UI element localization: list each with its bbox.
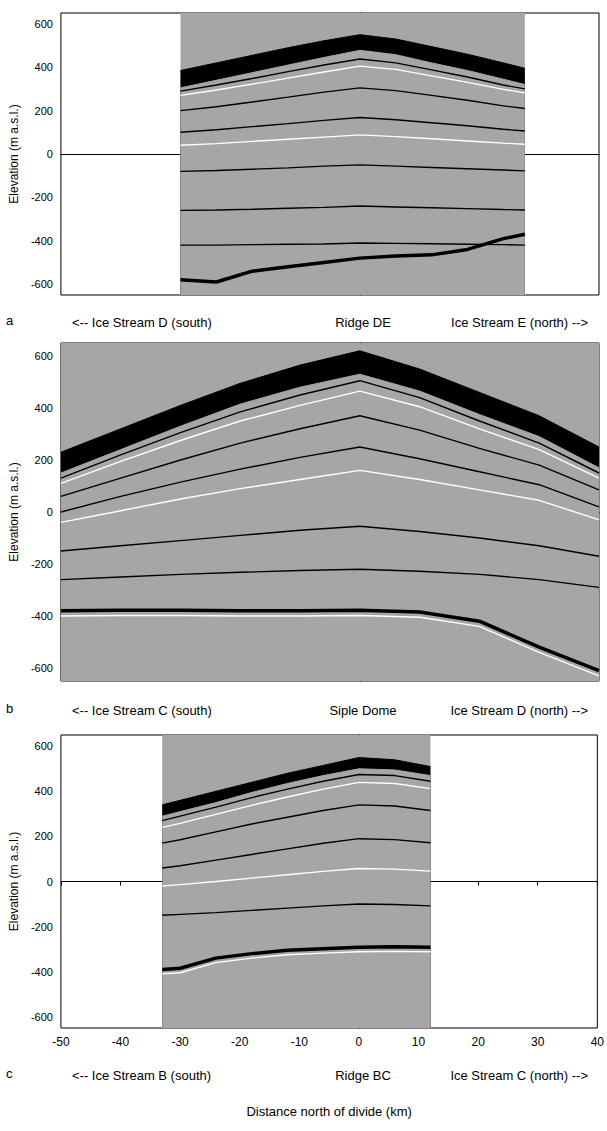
svg-text:400: 400 [35,785,53,797]
svg-text:-30: -30 [171,1035,189,1049]
svg-text:Distance north of divide (km): Distance north of divide (km) [246,1104,411,1119]
svg-text:-400: -400 [31,610,53,622]
svg-text:400: 400 [35,402,53,414]
svg-text:-200: -200 [31,191,53,203]
svg-text:200: 200 [35,105,53,117]
svg-text:<-- Ice Stream B (south): <-- Ice Stream B (south) [72,1068,211,1083]
svg-text:Ridge DE: Ridge DE [335,315,391,330]
svg-text:c: c [6,1066,13,1081]
svg-text:a: a [6,313,14,328]
svg-text:0: 0 [47,148,53,160]
svg-text:600: 600 [35,18,53,30]
svg-text:<-- Ice Stream C (south): <-- Ice Stream C (south) [72,703,212,718]
svg-text:Siple Dome: Siple Dome [329,703,396,718]
svg-text:Ridge BC: Ridge BC [335,1068,391,1083]
svg-text:200: 200 [35,830,53,842]
svg-text:600: 600 [35,350,53,362]
svg-text:30: 30 [531,1035,545,1049]
svg-text:-10: -10 [291,1035,309,1049]
svg-text:-20: -20 [231,1035,249,1049]
svg-text:-400: -400 [31,235,53,247]
svg-text:600: 600 [35,740,53,752]
svg-text:Ice Stream C (north) -->: Ice Stream C (north) --> [450,1068,588,1083]
svg-text:0: 0 [47,506,53,518]
svg-text:200: 200 [35,454,53,466]
svg-text:20: 20 [471,1035,485,1049]
svg-text:Ice Stream D (north) -->: Ice Stream D (north) --> [450,703,588,718]
svg-text:-600: -600 [31,1011,53,1023]
svg-text:0: 0 [47,876,53,888]
svg-text:-200: -200 [31,558,53,570]
svg-text:40: 40 [591,1035,605,1049]
svg-text:Elevation (m a.s.l.): Elevation (m a.s.l.) [7,104,21,203]
svg-text:-200: -200 [31,921,53,933]
svg-text:-600: -600 [31,278,53,290]
svg-text:Ice Stream E (north) -->: Ice Stream E (north) --> [451,315,588,330]
svg-text:Elevation (m a.s.l.): Elevation (m a.s.l.) [7,462,21,561]
svg-text:10: 10 [412,1035,426,1049]
svg-text:b: b [6,701,13,716]
svg-text:<-- Ice Stream D (south): <-- Ice Stream D (south) [72,315,212,330]
svg-text:0: 0 [356,1035,363,1049]
svg-text:-40: -40 [112,1035,130,1049]
svg-text:-400: -400 [31,966,53,978]
svg-text:Elevation (m a.s.l.): Elevation (m a.s.l.) [7,832,21,931]
svg-text:-600: -600 [31,662,53,674]
svg-text:400: 400 [35,61,53,73]
svg-text:-50: -50 [52,1035,70,1049]
